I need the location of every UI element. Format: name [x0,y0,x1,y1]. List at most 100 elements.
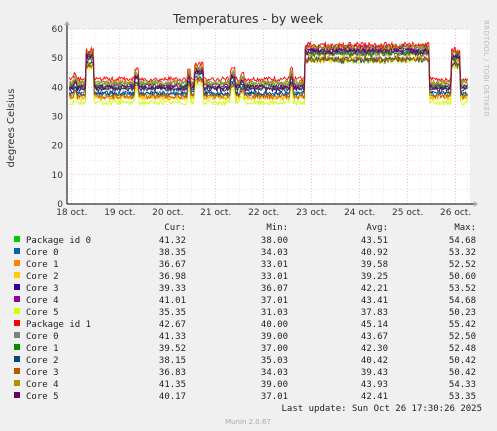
legend-value: 45.14 [361,320,388,330]
legend-series-name: Core 3 [26,284,59,294]
legend-value: 37.83 [361,308,388,318]
series-line-11 [69,55,468,101]
x-tick-label: 18 oct. [56,208,87,218]
legend-value: 38.35 [159,248,186,258]
legend-value: 43.67 [361,332,388,342]
y-tick-label: 40 [52,83,64,93]
legend-swatch [14,272,20,278]
x-tick-label: 19 oct. [104,208,135,218]
legend-value: 34.03 [261,248,288,258]
legend-value: 39.58 [361,260,388,270]
legend-value: 40.00 [261,320,288,330]
legend-value: 37.00 [261,344,288,354]
legend-column-header: Max: [454,223,476,233]
legend-value: 37.01 [261,296,288,306]
legend-series-name: Core 1 [26,344,59,354]
munin-version: Munin 2.0.67 [225,418,271,426]
legend-value: 36.83 [159,368,186,378]
legend-value: 50.42 [449,368,476,378]
legend-series-name: Core 4 [26,296,59,306]
legend-value: 53.35 [449,392,476,402]
legend-swatch [14,308,20,314]
legend-series-name: Core 2 [26,356,59,366]
series-line-13 [68,46,468,92]
legend-series-name: Package id 1 [26,320,91,330]
legend-value: 41.35 [159,380,186,390]
legend-value: 42.41 [361,392,388,402]
legend-series-name: Core 5 [26,308,59,318]
legend-value: 37.01 [261,392,288,402]
legend-value: 55.42 [449,320,476,330]
legend-value: 42.30 [361,344,388,354]
series-lines [68,40,469,107]
legend-value: 36.98 [159,272,186,282]
x-tick-label: 23 oct. [296,208,327,218]
x-tick-label: 22 oct. [248,208,279,218]
y-tick-label: 10 [52,171,64,181]
legend-value: 39.00 [261,332,288,342]
legend-series-name: Core 3 [26,368,59,378]
legend-swatch [14,320,20,326]
series-line-7 [68,40,469,83]
axes: 0 10 20 30 40 50 60 18 oct. 19 oct. 20 oct. 21 oct… [52,21,478,218]
legend-value: 52.52 [449,260,476,270]
legend: Cur: Min: Avg: Max: Package id 0 41.32 38.00 43… [14,223,476,402]
legend-value: 52.50 [449,332,476,342]
legend-value: 50.60 [449,272,476,282]
y-tick-label: 0 [57,200,63,210]
y-tick-label: 60 [52,25,64,35]
legend-swatch [14,260,20,266]
legend-value: 54.68 [449,296,476,306]
legend-swatch [14,356,20,362]
legend-value: 54.68 [449,236,476,246]
legend-value: 39.25 [361,272,388,282]
legend-value: 35.03 [261,356,288,366]
legend-value: 39.33 [159,284,186,294]
legend-value: 43.51 [361,236,388,246]
x-tick-label: 20 oct. [152,208,183,218]
legend-value: 40.42 [361,356,388,366]
legend-value: 52.48 [449,344,476,354]
legend-value: 34.03 [261,368,288,378]
legend-value: 50.23 [449,308,476,318]
legend-value: 40.17 [159,392,186,402]
legend-value: 36.67 [159,260,186,270]
legend-swatch [14,248,20,254]
legend-value: 42.21 [361,284,388,294]
legend-value: 31.03 [261,308,288,318]
legend-swatch [14,236,20,242]
legend-value: 33.01 [261,272,288,282]
legend-series-name: Core 1 [26,260,59,270]
legend-value: 38.00 [261,236,288,246]
legend-value: 39.43 [361,368,388,378]
legend-series-name: Core 0 [26,248,59,258]
last-update: Last update: Sun Oct 26 17:30:26 2025 [282,404,482,414]
legend-value: 41.01 [159,296,186,306]
chart-title: Temperatures - by week [172,11,324,26]
legend-value: 54.33 [449,380,476,390]
y-tick-label: 50 [52,54,64,64]
x-tick-label: 24 oct. [344,208,375,218]
legend-swatch [14,332,20,338]
legend-column-header: Min: [266,223,288,233]
legend-value: 53.52 [449,284,476,294]
legend-swatch [14,296,20,302]
y-axis-arrow [64,21,70,25]
legend-value: 38.15 [159,356,186,366]
x-tick-label: 25 oct. [392,208,423,218]
legend-value: 39.52 [159,344,186,354]
legend-value: 33.01 [261,260,288,270]
x-tick-label: 21 oct. [200,208,231,218]
legend-swatch [14,380,20,386]
y-tick-label: 20 [52,142,64,152]
legend-value: 42.67 [159,320,186,330]
series-line-12 [69,43,468,87]
legend-swatch [14,392,20,398]
legend-value: 43.41 [361,296,388,306]
x-axis-arrow [474,201,478,207]
legend-value: 53.32 [449,248,476,258]
legend-swatch [14,344,20,350]
y-axis-label: degrees Celsius [6,89,17,168]
legend-series-name: Core 2 [26,272,59,282]
